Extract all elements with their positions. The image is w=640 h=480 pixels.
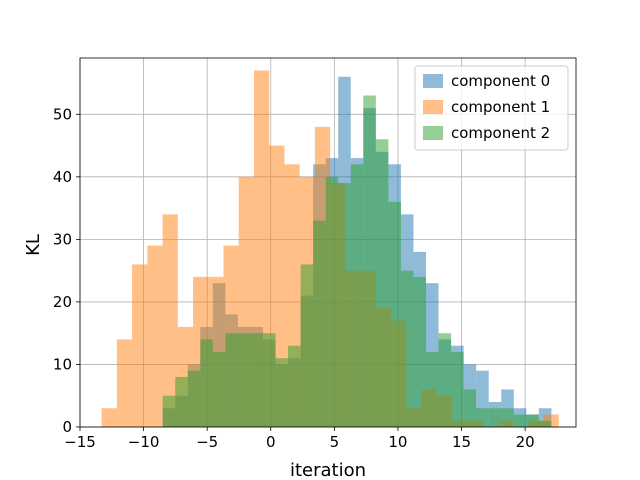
legend-label: component 2 <box>451 124 550 142</box>
histogram-bar <box>200 339 213 427</box>
histogram-bar <box>237 333 251 427</box>
x-tick-label: 10 <box>388 433 407 451</box>
histogram-bar <box>338 183 351 427</box>
x-tick-label: −5 <box>196 433 218 451</box>
legend-label: component 1 <box>451 98 550 116</box>
x-axis-title: iteration <box>290 460 366 480</box>
histogram-bar <box>275 358 289 427</box>
series-2-bars <box>162 95 552 428</box>
x-tick-label: −15 <box>64 433 96 451</box>
y-tick-label: 40 <box>53 168 72 186</box>
histogram-bar <box>538 420 552 427</box>
histogram-bar <box>325 176 339 427</box>
histogram-bar <box>501 408 514 427</box>
legend-swatch <box>423 74 443 88</box>
x-tick-label: −10 <box>128 433 160 451</box>
histogram-bar <box>451 351 464 427</box>
legend: component 0 component 1 component 2 <box>414 65 569 151</box>
y-tick-label: 0 <box>62 418 72 436</box>
y-tick-label: 20 <box>53 293 72 311</box>
histogram-bar <box>513 414 527 427</box>
histogram-bar <box>116 339 133 427</box>
histogram-bar <box>363 95 376 427</box>
legend-swatch <box>423 100 443 114</box>
histogram-bar <box>162 214 178 427</box>
histogram-bar <box>426 351 439 427</box>
histogram-bar <box>413 276 427 427</box>
histogram-bar <box>350 164 364 428</box>
y-tick-label: 30 <box>53 230 72 248</box>
histogram-bar <box>250 333 263 427</box>
histogram-bar <box>438 333 452 427</box>
histogram-bar <box>476 408 489 427</box>
histogram-bar <box>162 395 176 427</box>
histogram-bar <box>288 345 301 427</box>
histogram-bar <box>463 389 477 427</box>
y-axis-ticks: 0 10 20 30 40 50 <box>53 105 80 436</box>
histogram-bar <box>225 333 238 427</box>
y-tick-label: 50 <box>53 105 72 123</box>
x-tick-label: 20 <box>516 433 535 451</box>
plot-frame <box>79 57 577 428</box>
histogram-bar <box>101 408 117 427</box>
histogram-bar <box>262 333 276 427</box>
histogram-bar <box>526 414 539 427</box>
histogram-bar <box>175 376 188 427</box>
histogram-bar <box>147 245 163 427</box>
x-tick-label: 5 <box>330 433 340 451</box>
histogram-bar <box>375 139 389 427</box>
histogram-bar <box>388 201 401 427</box>
x-tick-label: 15 <box>452 433 471 451</box>
histogram-bar <box>300 264 314 427</box>
legend-box <box>414 65 569 151</box>
histogram-bar <box>132 264 148 427</box>
histogram-bar <box>400 270 414 427</box>
x-tick-label: 0 <box>266 433 276 451</box>
y-axis-title: KL <box>23 234 44 256</box>
histogram-bars <box>101 70 559 428</box>
legend-swatch <box>423 126 443 140</box>
legend-label: component 0 <box>451 72 550 90</box>
x-axis-ticks: −15 −10 −5 0 5 10 15 20 <box>64 427 535 451</box>
y-tick-label: 10 <box>53 355 72 373</box>
histogram-bar <box>212 351 226 427</box>
histogram-bar <box>187 370 201 427</box>
histogram-bar <box>488 408 502 427</box>
histogram-bar <box>313 220 326 427</box>
